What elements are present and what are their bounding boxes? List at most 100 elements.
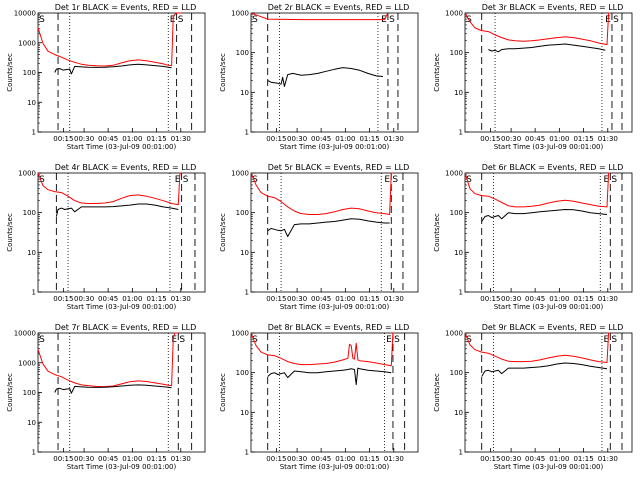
marker-label-s: S (39, 15, 45, 25)
series-line-red (250, 172, 393, 215)
x-axis-label: Start Time (03-Jul-09 00:01:00) (494, 303, 604, 311)
y-axis-label: Counts/sec (219, 53, 227, 92)
y-axis-label: Counts/sec (433, 373, 441, 412)
x-axis-label: Start Time (03-Jul-09 00:01:00) (67, 463, 177, 471)
y-axis-label: Counts/sec (219, 373, 227, 412)
x-tick-label: 00:15 (480, 455, 500, 463)
x-tick-label: 01:30 (171, 295, 191, 303)
series-line-red (37, 12, 182, 67)
chart-panel-1: Det 1r BLACK = Events, RED = LLD 1 10 100 10… (6, 3, 206, 151)
y-tick-label: 100 (236, 369, 249, 377)
y-tick-label: 1000 (445, 170, 463, 178)
marker-label-s: S (252, 335, 258, 345)
x-tick-label: 00:45 (311, 135, 331, 143)
marker-label-s: S (613, 15, 619, 25)
series-line-black (54, 384, 172, 394)
y-tick-label: 10000 (14, 10, 36, 18)
x-tick-label: 00:30 (501, 135, 521, 143)
y-tick-label: 100 (450, 49, 463, 57)
x-tick-label: 01:15 (146, 295, 166, 303)
chart-title: Det 6r BLACK = Events, RED = LLD (482, 163, 624, 172)
y-axis-label: Counts/sec (6, 53, 14, 92)
x-tick-label: 00:15 (266, 455, 286, 463)
plot-frame (464, 172, 633, 293)
chart-title: Det 9r BLACK = Events, RED = LLD (482, 323, 624, 332)
x-tick-label: 00:15 (266, 135, 286, 143)
y-tick-label: 1000 (445, 330, 463, 338)
x-tick-label: 00:15 (266, 295, 286, 303)
marker-label-e: E (171, 335, 177, 345)
marker-label-s: S (178, 15, 184, 25)
y-tick-label: 10 (454, 409, 463, 417)
plot-frame (37, 172, 206, 293)
marker-label-e: E (384, 175, 390, 185)
y-tick-label: 100 (23, 69, 36, 77)
chart-title: Det 8r BLACK = Events, RED = LLD (268, 323, 410, 332)
series-line-black (55, 203, 179, 217)
y-tick-label: 1 (245, 129, 249, 137)
x-axis-label: Start Time (03-Jul-09 00:01:00) (494, 143, 604, 151)
y-axis-label: Counts/sec (219, 213, 227, 252)
x-tick-label: 00:30 (501, 295, 521, 303)
x-axis-label: Start Time (03-Jul-09 00:01:00) (67, 143, 177, 151)
x-tick-label: 00:45 (525, 295, 545, 303)
series-line-red (464, 172, 611, 208)
marker-label-s: S (179, 335, 185, 345)
x-tick-label: 01:30 (384, 135, 404, 143)
y-tick-label: 1 (32, 129, 36, 137)
chart-panel-2: Det 2r BLACK = Events, RED = LLD 1 10 100 10… (219, 3, 419, 151)
x-tick-label: 01:15 (146, 135, 166, 143)
marker-label-s: S (39, 175, 45, 185)
x-tick-label: 01:00 (122, 295, 142, 303)
x-tick-label: 00:30 (74, 295, 94, 303)
y-tick-label: 1000 (445, 10, 463, 18)
marker-label-s: S (252, 175, 258, 185)
y-axis-label: Counts/sec (6, 373, 14, 412)
chart-panel-7: Det 7r BLACK = Events, RED = LLD 1 10 100 10… (6, 323, 206, 471)
y-tick-label: 1 (32, 289, 36, 297)
y-tick-label: 1 (32, 449, 36, 457)
x-tick-label: 01:15 (573, 455, 593, 463)
x-tick-label: 01:00 (122, 135, 142, 143)
chart-panel-3: Det 3r BLACK = Events, RED = LLD 1 10 100 10… (433, 3, 633, 151)
x-tick-label: 00:30 (287, 455, 307, 463)
y-tick-label: 1000 (18, 170, 36, 178)
y-tick-label: 1000 (18, 39, 36, 47)
x-axis-label: Start Time (03-Jul-09 00:01:00) (67, 303, 177, 311)
y-tick-label: 10 (27, 249, 36, 257)
x-tick-label: 00:45 (525, 135, 545, 143)
marker-label-s: S (392, 175, 398, 185)
x-axis-label: Start Time (03-Jul-09 00:01:00) (494, 463, 604, 471)
marker-label-s: S (394, 335, 400, 345)
x-tick-label: 00:30 (74, 455, 94, 463)
series-line-red (464, 12, 611, 46)
marker-label-s: S (611, 335, 617, 345)
chart-title: Det 2r BLACK = Events, RED = LLD (268, 3, 410, 12)
series-line-black (54, 63, 172, 75)
chart-title: Det 3r BLACK = Events, RED = LLD (482, 3, 624, 12)
y-tick-label: 10 (27, 419, 36, 427)
plot-frame (250, 172, 419, 293)
x-tick-label: 01:30 (384, 455, 404, 463)
x-tick-label: 00:45 (98, 455, 118, 463)
series-line-black (481, 209, 608, 222)
series-line-black (267, 367, 392, 386)
x-tick-label: 01:30 (598, 135, 618, 143)
x-tick-label: 01:00 (335, 455, 355, 463)
series-line-black (481, 362, 608, 377)
chart-title: Det 5r BLACK = Events, RED = LLD (268, 163, 410, 172)
y-tick-label: 100 (236, 49, 249, 57)
chart-panel-4: Det 4r BLACK = Events, RED = LLD 1 10 100 10… (6, 163, 206, 311)
marker-label-s: S (611, 175, 617, 185)
y-axis-label: Counts/sec (433, 213, 441, 252)
x-tick-label: 00:45 (98, 295, 118, 303)
plot-frame (250, 12, 419, 133)
x-tick-label: 00:15 (53, 295, 73, 303)
series-line-red (250, 332, 395, 367)
x-tick-label: 00:45 (311, 295, 331, 303)
x-tick-label: 00:15 (480, 295, 500, 303)
x-axis-label: Start Time (03-Jul-09 00:01:00) (280, 143, 390, 151)
plot-frame (37, 332, 206, 453)
series-line-black (267, 218, 390, 237)
